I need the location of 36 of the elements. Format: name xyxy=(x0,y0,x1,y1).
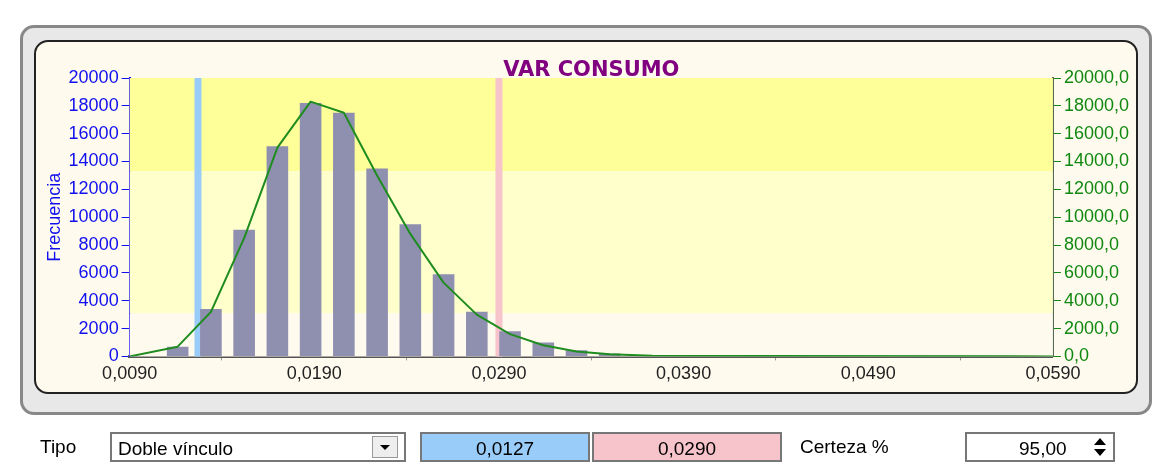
y2-tick-label: 10000,0 xyxy=(1063,206,1130,227)
y2-tick-label: 18000,0 xyxy=(1063,94,1130,115)
y-tick-label: 6000 xyxy=(78,261,119,282)
y2-tick-label: 16000,0 xyxy=(1063,122,1130,143)
y-tick-label: 18000 xyxy=(68,94,119,115)
y-tick-label: 8000 xyxy=(78,234,119,255)
x-tick-label: 0,0090 xyxy=(102,363,158,384)
x-tick-label: 0,0190 xyxy=(286,363,342,384)
x-tick-label: 0,0590 xyxy=(1025,363,1081,384)
y2-tick-label: 14000,0 xyxy=(1063,150,1130,171)
y-tick-label: 20000 xyxy=(68,66,119,87)
y2-tick-label: 8000,0 xyxy=(1063,234,1119,255)
text: Tipo xyxy=(40,435,77,459)
y-tick-label: 16000 xyxy=(68,122,119,143)
y-tick-label: 14000 xyxy=(68,150,119,171)
text: Certeza % xyxy=(800,435,889,459)
y-tick-label: 10000 xyxy=(68,206,119,227)
y2-tick-label: 2000,0 xyxy=(1063,317,1119,338)
y-axis-title: Frecuencia xyxy=(43,171,64,262)
x-tick-label: 0,0290 xyxy=(471,363,527,384)
y2-tick-label: 6000,0 xyxy=(1063,261,1119,282)
y-tick-label: 0 xyxy=(108,345,119,366)
y2-tick-label: 12000,0 xyxy=(1063,178,1130,199)
y-tick-label: 4000 xyxy=(78,289,119,310)
y2-tick-label: 20000,0 xyxy=(1063,66,1130,87)
text: 95,00 xyxy=(965,432,1115,462)
chart-title: VAR CONSUMO xyxy=(503,56,680,81)
text: Doble vínculo xyxy=(110,432,406,462)
text: 0,0290 xyxy=(592,432,782,462)
x-tick-label: 0,0490 xyxy=(840,363,896,384)
y-tick-label: 2000 xyxy=(78,317,119,338)
y-tick-label: 12000 xyxy=(68,178,119,199)
text: 0,0127 xyxy=(420,432,590,462)
y2-tick-label: 0,0 xyxy=(1063,345,1089,366)
y2-tick-label: 4000,0 xyxy=(1063,289,1119,310)
x-tick-label: 0,0390 xyxy=(656,363,712,384)
